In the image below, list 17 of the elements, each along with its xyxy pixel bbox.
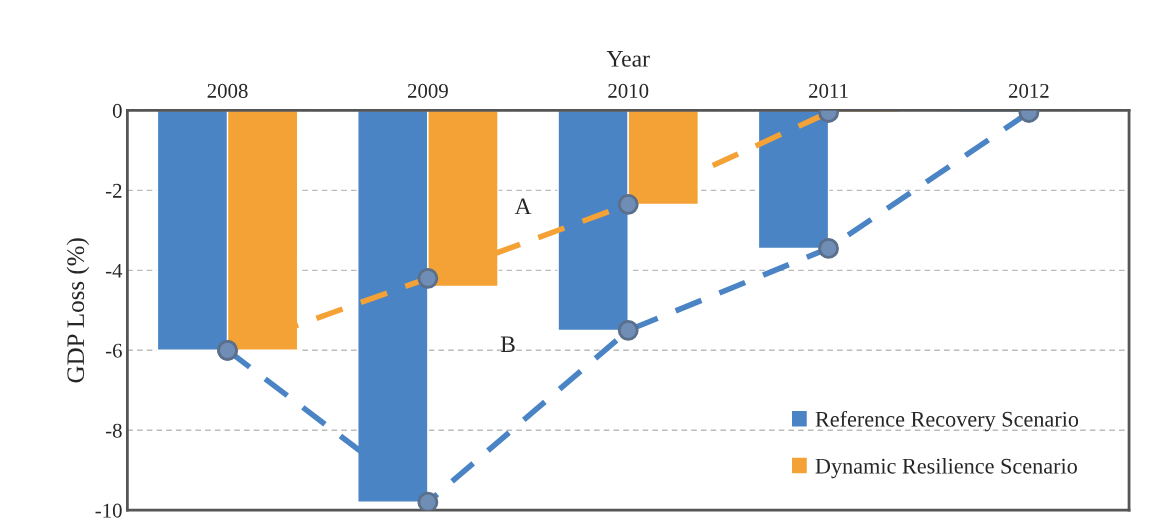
legend-label: Dynamic Resilience Scenario [815, 458, 1077, 479]
y-tick-label: -10 [95, 503, 122, 518]
y-tick-label: -4 [105, 263, 123, 278]
legend-label: Reference Recovery Scenario [815, 410, 1079, 432]
x-tick-label: 2012 [1008, 83, 1049, 98]
x-tick-label: 2011 [809, 83, 848, 98]
x-tick-label: 2008 [207, 83, 248, 98]
x-tick-label: 2010 [608, 83, 649, 98]
y-tick-label: -2 [105, 183, 122, 198]
y-axis-title: GDP Loss (%) [66, 238, 90, 383]
y-tick-label: -6 [105, 343, 122, 358]
x-tick-label: 2009 [407, 83, 448, 98]
y-tick-label: 0 [112, 103, 122, 118]
x-axis-title: Year [606, 51, 650, 67]
annotation: A [514, 198, 532, 215]
annotation: B [500, 336, 515, 353]
y-tick-label: -8 [105, 423, 122, 438]
